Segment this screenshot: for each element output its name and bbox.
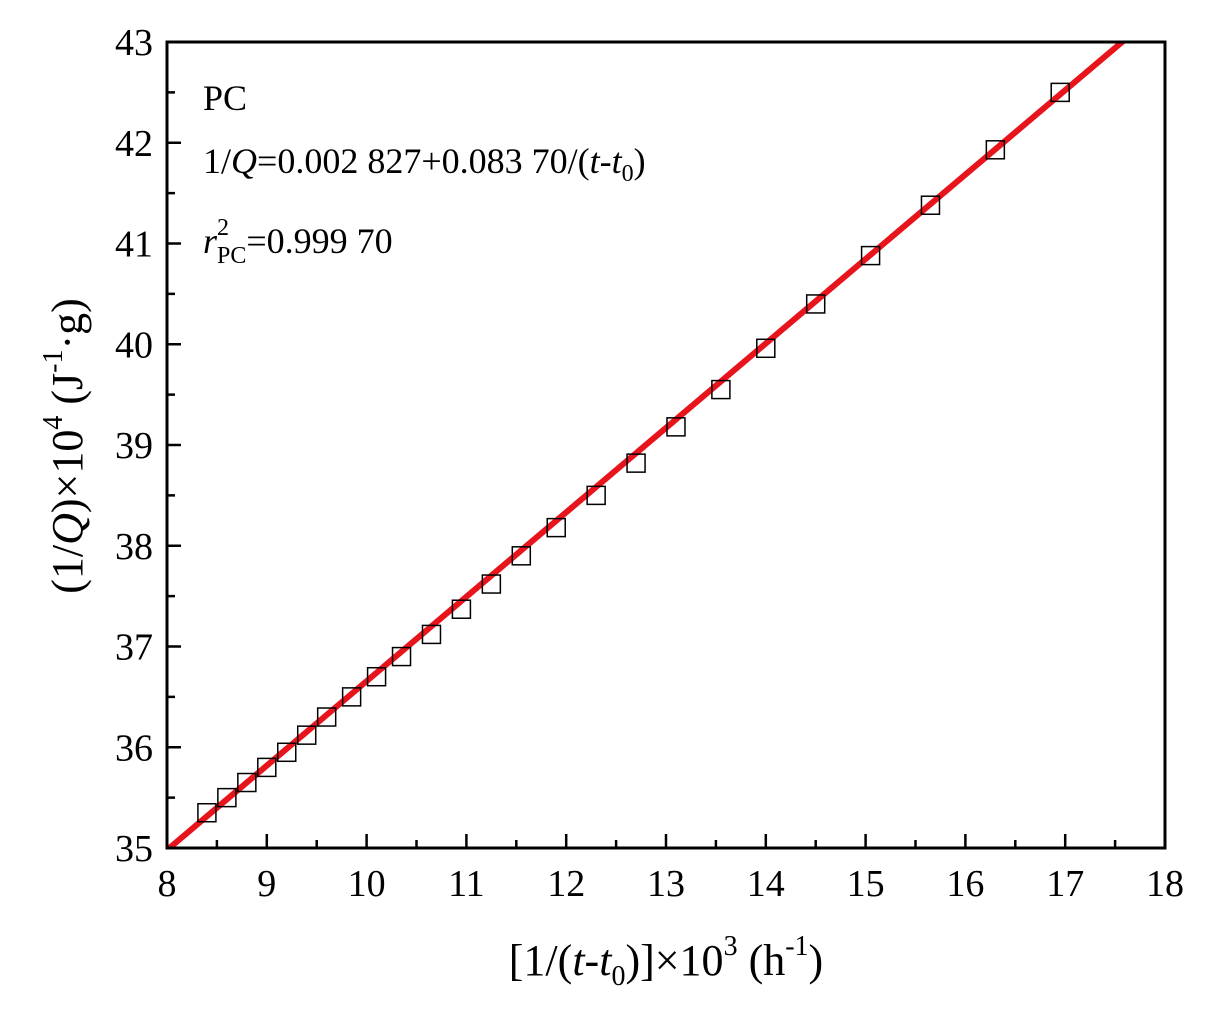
eq-q: Q	[231, 141, 257, 181]
eq-sub0: 0	[622, 161, 634, 187]
x-tick-label: 16	[946, 863, 984, 905]
eq-rhs: =0.002 827+0.083 70/(	[257, 141, 590, 181]
data-point	[860, 245, 881, 266]
yl-mid: )×10	[43, 430, 92, 513]
xl-unit-sup: -1	[785, 931, 808, 962]
data-point	[296, 725, 317, 745]
data-point	[237, 772, 257, 793]
y-axis-label: (1/Q)×104 (J-1·g)	[38, 298, 92, 594]
data-point	[366, 666, 387, 687]
data-point	[805, 294, 826, 314]
y-tick-label: 38	[115, 526, 153, 568]
y-tick-labels: 35 36 37 38 39 40 41 42 43	[115, 22, 153, 870]
data-point	[217, 787, 237, 808]
data-point	[586, 485, 606, 506]
r2-value: =0.999 70	[246, 221, 392, 261]
eq-t0: t	[612, 141, 623, 181]
y-tick-label: 35	[115, 828, 153, 870]
xl-sub0: 0	[611, 961, 625, 992]
data-point	[985, 140, 1006, 160]
y-tick-label: 43	[115, 22, 153, 64]
x-tick-label: 8	[158, 863, 177, 905]
x-tick-label: 15	[847, 863, 885, 905]
x-tick-label: 17	[1046, 863, 1084, 905]
data-point	[257, 757, 277, 778]
yl-open: (1/	[43, 544, 92, 594]
data-markers	[197, 82, 1070, 823]
y-tick-label: 37	[115, 627, 153, 669]
data-point	[626, 453, 646, 473]
r2-sup: 2	[217, 215, 229, 241]
eq-dash: -	[600, 141, 612, 181]
y-tick-label: 39	[115, 425, 153, 467]
xl-unit-close: )	[809, 936, 824, 985]
y-tick-label: 36	[115, 727, 153, 769]
data-point	[756, 338, 776, 359]
r-squared: r2 PC=0.999 70	[203, 215, 393, 269]
xl-open: [1/(	[509, 936, 573, 985]
data-point	[391, 646, 412, 667]
eq-close: )	[634, 141, 646, 181]
fit-line	[167, 42, 1127, 848]
eq-lhs: 1/	[203, 141, 231, 181]
xl-unit-open: (h	[738, 936, 786, 985]
data-point	[920, 195, 941, 215]
xl-mid: )]×10	[625, 936, 723, 985]
plot-frame	[165, 40, 1167, 850]
fit-line-group	[167, 42, 1127, 848]
xl-t0: t	[599, 936, 613, 985]
y-tick-label: 41	[115, 224, 153, 266]
x-tick-label: 10	[348, 863, 386, 905]
yl-sup4: 4	[38, 416, 69, 430]
data-point	[481, 574, 502, 594]
x-tick-label: 14	[747, 863, 785, 905]
y-tick-label: 40	[115, 324, 153, 366]
x-tick-label: 9	[257, 863, 276, 905]
x-tick-label: 18	[1146, 863, 1184, 905]
x-tick-labels: 8 9 10 11 12 13 14 15 16 17 18	[158, 863, 1185, 905]
data-point	[451, 599, 472, 619]
fit-equation: 1/Q=0.002 827+0.083 70/(t-t0)	[203, 141, 646, 187]
data-point	[546, 517, 566, 538]
data-point	[421, 624, 442, 645]
data-point	[666, 417, 686, 437]
x-tick-label: 13	[647, 863, 685, 905]
r2-r: r	[203, 221, 218, 261]
data-point	[511, 546, 532, 566]
yl-unit-close: ·g)	[43, 298, 92, 349]
data-point	[711, 379, 731, 400]
data-point	[277, 742, 297, 763]
data-point	[341, 687, 362, 707]
y-tick-label: 42	[115, 123, 153, 165]
data-point	[197, 802, 217, 823]
yl-unit-sup: -1	[38, 350, 69, 373]
yl-q: Q	[43, 513, 92, 545]
yl-unit-open: (J	[43, 373, 92, 416]
xl-sup3: 3	[724, 931, 738, 962]
x-tick-label: 11	[448, 863, 485, 905]
data-point	[316, 707, 337, 727]
eq-t: t	[590, 141, 601, 181]
data-point	[1050, 82, 1070, 103]
x-tick-label: 12	[547, 863, 585, 905]
sample-label: PC	[203, 78, 247, 118]
x-axis-label: [1/(t-t0)]×103 (h-1)	[509, 931, 823, 992]
xl-dash: -	[585, 936, 600, 985]
r2-sub: PC	[217, 243, 246, 269]
xl-t: t	[572, 936, 586, 985]
